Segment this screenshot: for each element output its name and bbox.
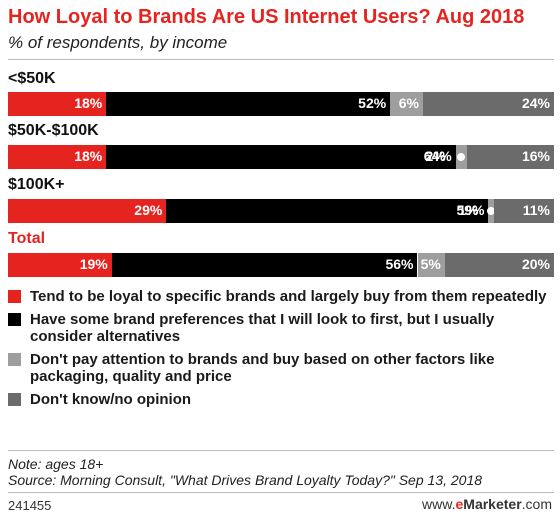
category-label: $100K+ (8, 176, 65, 193)
small-segment-marker (457, 153, 466, 161)
bar-segment-loyal (8, 92, 107, 116)
category-label: Total (8, 230, 46, 247)
legend-swatch-preferences (8, 313, 21, 326)
bar-segment-loyal (8, 145, 107, 169)
bar-segment-dont-know (422, 92, 554, 116)
data-label: 52% (358, 95, 387, 111)
bar-segment-dont-know (444, 253, 554, 277)
chart-id: 241455 (8, 498, 52, 513)
data-label: 5% (420, 256, 441, 272)
bar-segment-preferences (166, 199, 489, 223)
brand-e: e (455, 496, 464, 512)
bar-segment-dont-know (466, 145, 554, 169)
brand-prefix: www. (422, 496, 456, 512)
bar-segment-dont-know (493, 199, 554, 223)
data-label: 19% (79, 256, 108, 272)
source-text: Source: Morning Consult, "What Drives Br… (8, 472, 483, 488)
bar-row: 18% 64% 2% 16% (8, 145, 554, 169)
brand-suffix: .com (521, 496, 552, 512)
legend-item-dont-know: Don't know/no opinion (8, 391, 554, 408)
bar-segment-no-attention (390, 92, 423, 116)
data-label: 59% (456, 202, 485, 218)
data-label: 16% (521, 148, 550, 164)
legend-item-no-attention: Don't pay attention to brands and buy ba… (8, 351, 554, 385)
legend-swatch-loyal (8, 290, 21, 303)
legend-swatch-dont-know (8, 393, 21, 406)
legend: Tend to be loyal to specific brands and … (8, 288, 554, 414)
legend-item-loyal: Tend to be loyal to specific brands and … (8, 288, 554, 305)
bar-row: 19% 56% 5% 20% (8, 253, 554, 277)
legend-label-preferences: Have some brand preferences that I will … (30, 311, 495, 345)
category-label: $50K-$100K (8, 122, 99, 139)
data-label: 1% (458, 202, 479, 218)
data-label: 20% (521, 256, 550, 272)
bar-segment-preferences (106, 145, 456, 169)
chart-subtitle: % of respondents, by income (8, 33, 228, 52)
footer-divider (8, 450, 554, 451)
data-label: 56% (385, 256, 414, 272)
bar-segment-loyal (8, 199, 167, 223)
legend-label-loyal: Tend to be loyal to specific brands and … (30, 288, 547, 305)
legend-label-dont-know: Don't know/no opinion (30, 391, 192, 408)
data-label: 24% (521, 95, 550, 111)
category-label: <$50K (8, 70, 56, 87)
bar-segment-loyal (8, 253, 112, 277)
bar-row: 29% 59% 1% 11% (8, 199, 554, 223)
brand-name: Marketer (463, 496, 522, 512)
emarketer-logo: www.eMarketer.com (422, 496, 552, 512)
data-label: 29% (134, 202, 163, 218)
data-label: 18% (74, 95, 103, 111)
legend-label-no-attention: Don't pay attention to brands and buy ba… (30, 351, 495, 385)
legend-swatch-no-attention (8, 353, 21, 366)
chart-title: How Loyal to Brands Are US Internet User… (8, 6, 525, 28)
data-label: 64% (423, 148, 452, 164)
data-label: 6% (398, 95, 419, 111)
bar-segment-preferences (111, 253, 418, 277)
note-text: Note: ages 18+ (8, 456, 104, 472)
bar-segment-preferences (106, 92, 391, 116)
data-label: 2% (425, 148, 446, 164)
bar-segment-no-attention (417, 253, 445, 277)
legend-item-preferences: Have some brand preferences that I will … (8, 311, 554, 345)
bar-row: 18% 52% 6% 24% (8, 92, 554, 116)
footnote: Note: ages 18+ Source: Morning Consult, … (8, 456, 482, 488)
data-label: 18% (74, 148, 103, 164)
bottom-divider (8, 492, 554, 493)
title-divider (8, 59, 554, 60)
data-label: 11% (522, 202, 550, 218)
